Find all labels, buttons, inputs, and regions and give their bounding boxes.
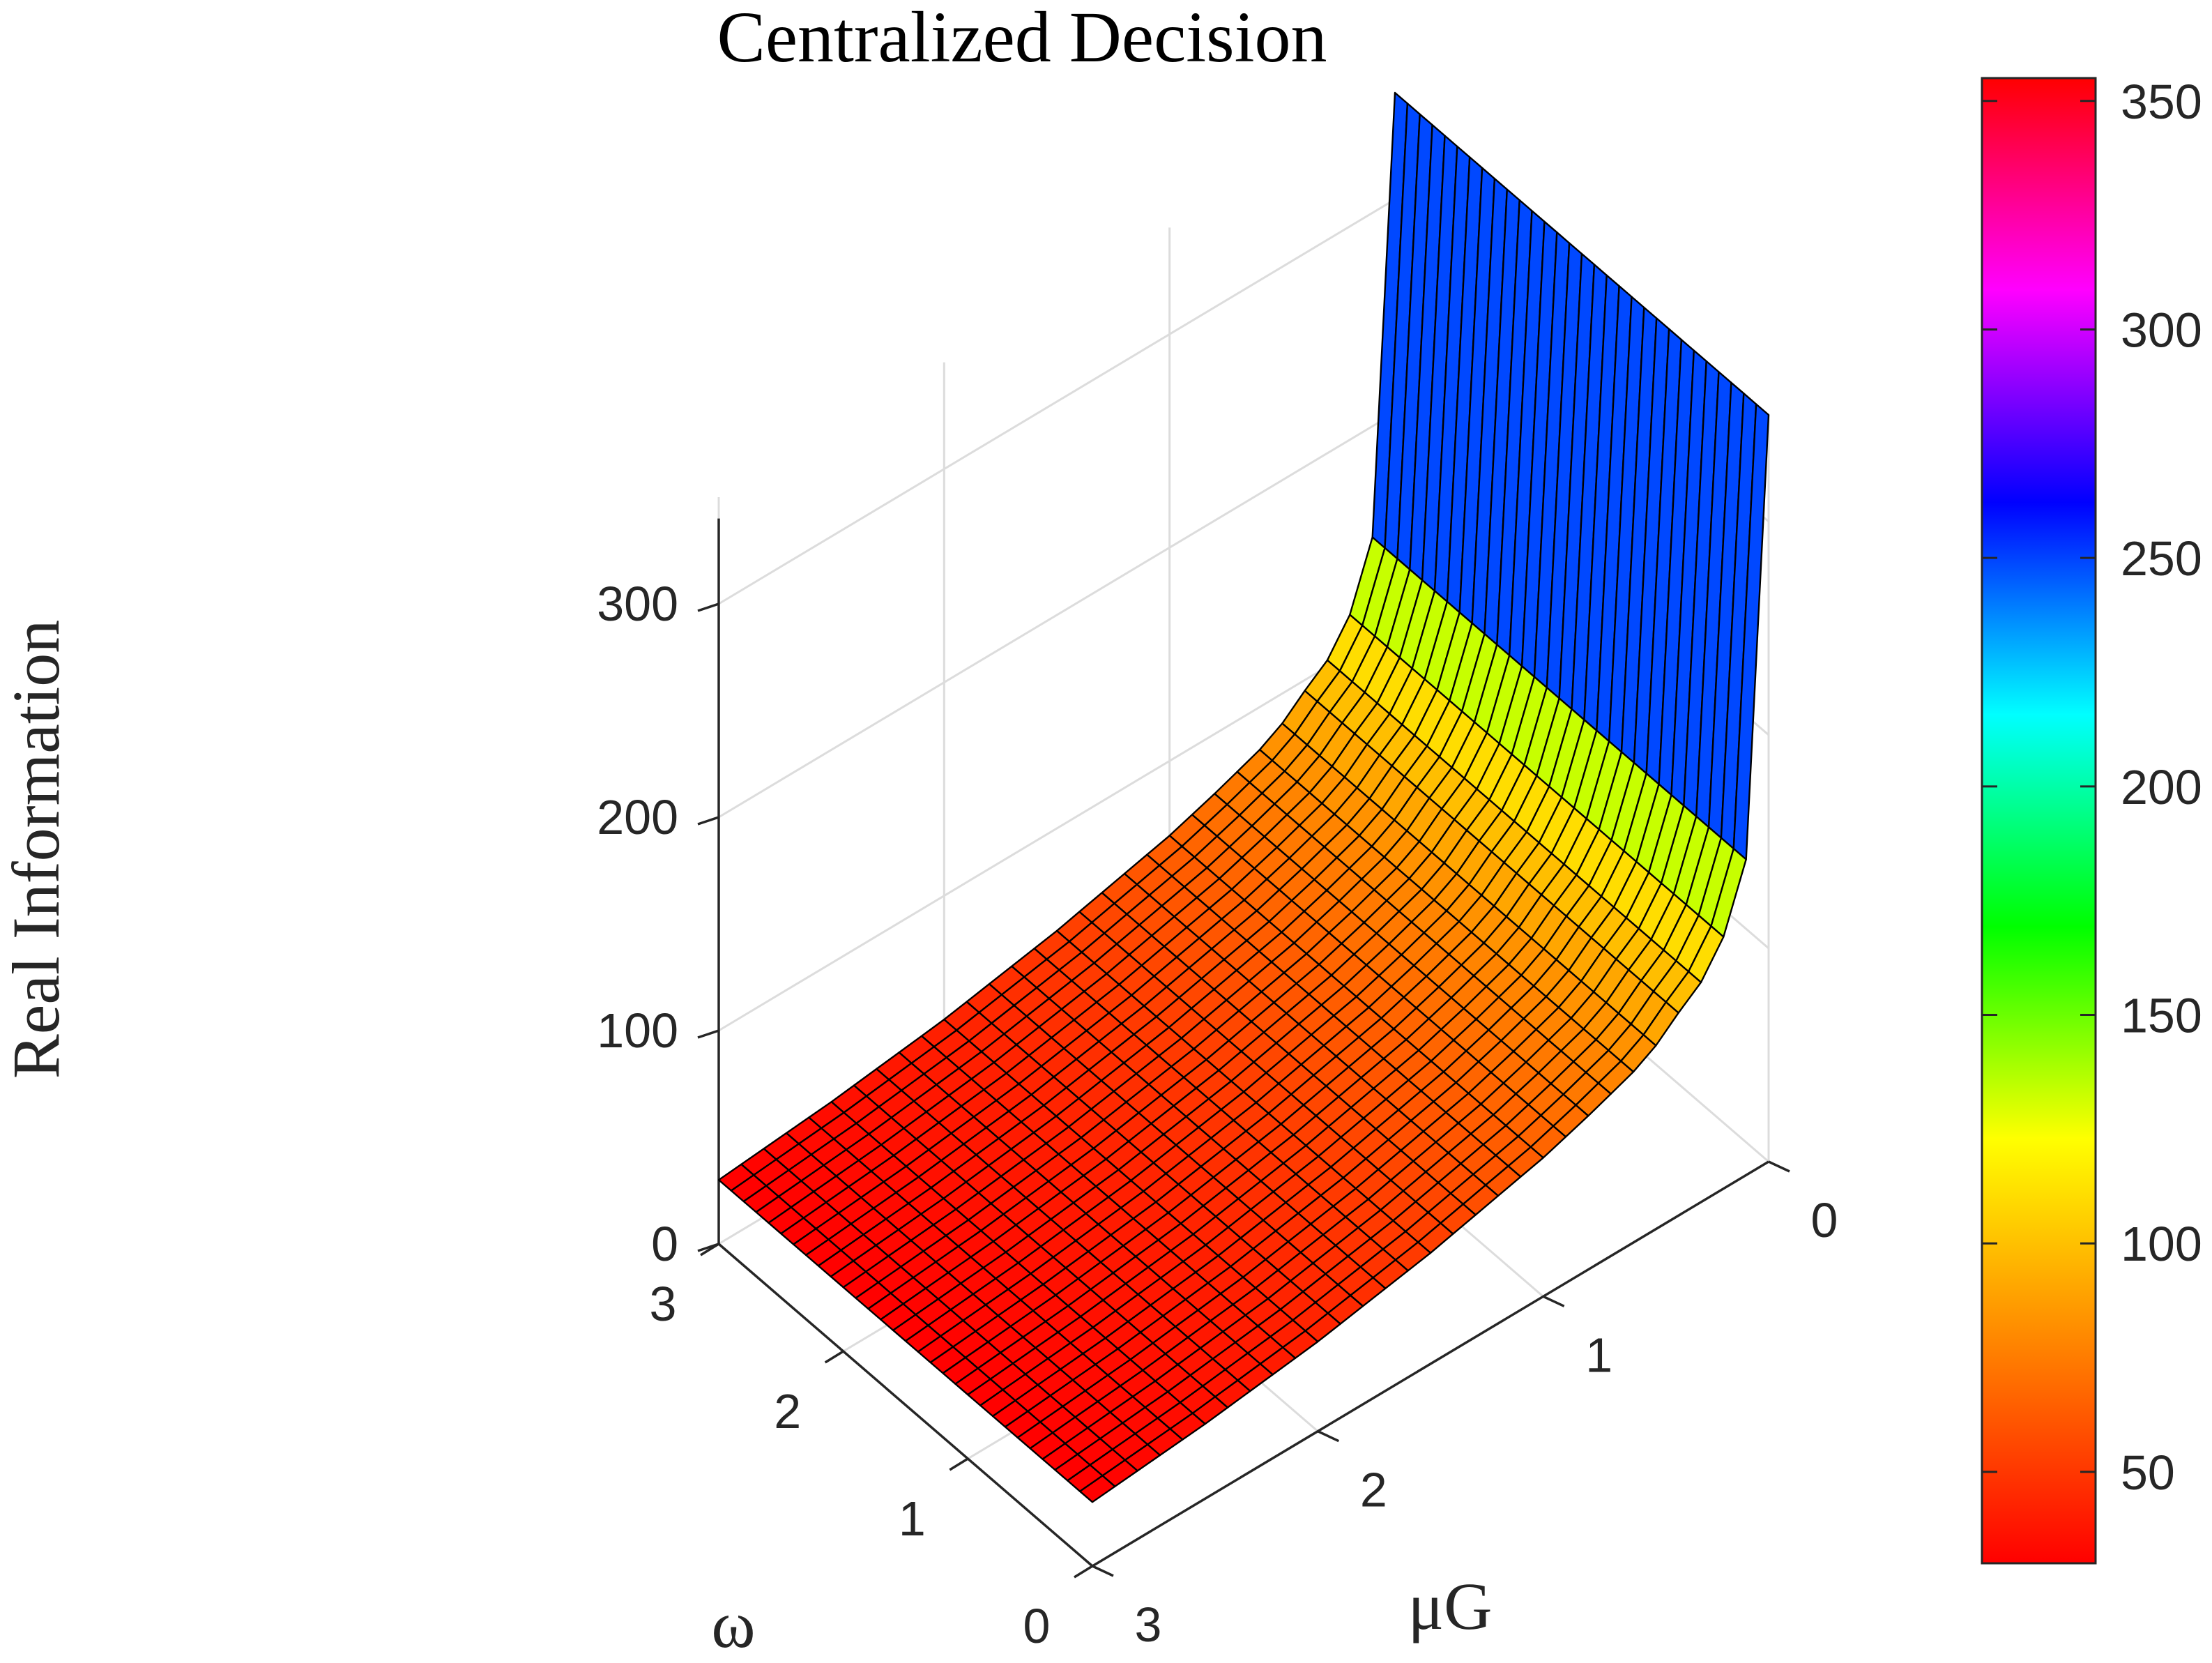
surface [717,91,1770,1503]
z-tick-mark [697,816,719,826]
y-tick-label: 1 [1585,1328,1612,1382]
y-tick-mark [1092,1565,1114,1577]
x-tick-label: 0 [1023,1599,1051,1653]
x-tick-label: 1 [899,1491,926,1546]
colorbar: 50 100 150 200 250 300 350 [1981,75,2202,1565]
z-tick-label: 100 [597,1003,678,1058]
colorbar-ticks: 50 100 150 200 250 300 350 [1982,75,2202,1500]
colorbar-tick-label: 200 [2121,760,2202,814]
y-tick-mark [1768,1160,1790,1173]
y-tick-mark [1542,1295,1565,1307]
y-tick-label: 2 [1360,1463,1387,1517]
x-tick-mark [949,1457,969,1471]
z-tick-label: 300 [597,577,678,631]
axis-ticks: 0 100 200 300 0 1 2 3 0 1 2 3 [597,577,1838,1653]
x-tick-label: 2 [774,1384,801,1438]
x-tick-mark [824,1350,844,1364]
x-tick-mark [700,1243,719,1256]
z-tick-label: 0 [651,1217,678,1271]
surface-cell [1078,1475,1116,1503]
z-tick-label: 200 [597,790,678,844]
x-tick-label: 3 [650,1277,677,1331]
axes-frame [717,518,1769,1567]
z-axis-label: Real Information [0,620,73,1079]
colorbar-tick-label: 150 [2121,989,2202,1043]
x-axis-line [717,1243,1094,1567]
y-axis-label: μG [1408,1569,1493,1643]
chart-title: Centralized Decision [717,0,1327,77]
colorbar-tick-label: 350 [2121,75,2202,129]
z-tick-mark [697,1029,719,1039]
colorbar-tick-label: 250 [2121,531,2202,586]
y-tick-label: 3 [1135,1597,1162,1652]
colorbar-tick-label: 100 [2121,1217,2202,1271]
colorbar-scale [1981,77,2097,1565]
colorbar-tick-label: 300 [2121,303,2202,357]
y-tick-label: 0 [1811,1193,1838,1247]
y-axis-line [1092,1160,1769,1567]
y-tick-mark [1317,1430,1340,1443]
z-tick-mark [697,602,719,612]
x-tick-mark [1074,1565,1093,1579]
x-axis-label: ω [711,1587,755,1660]
colorbar-tick-label: 50 [2121,1445,2175,1500]
